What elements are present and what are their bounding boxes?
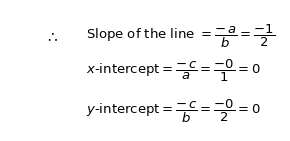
Text: $\therefore$: $\therefore$ <box>45 29 59 44</box>
Text: $x\mathrm{\text{-intercept}} = \dfrac{-\,c}{a} = \dfrac{-0}{1} = 0$: $x\mathrm{\text{-intercept}} = \dfrac{-\… <box>86 58 260 84</box>
Text: $y\mathrm{\text{-intercept}} = \dfrac{-\,c}{b} = \dfrac{-0}{2} = 0$: $y\mathrm{\text{-intercept}} = \dfrac{-\… <box>86 98 260 125</box>
Text: Slope of the line $= \dfrac{-\,a}{b} = \dfrac{-1}{2}$: Slope of the line $= \dfrac{-\,a}{b} = \… <box>86 23 275 50</box>
